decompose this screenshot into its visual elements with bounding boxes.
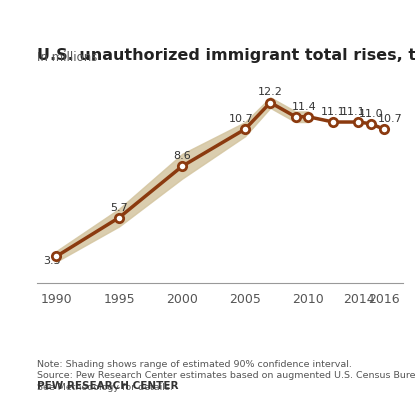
- Text: In millions: In millions: [37, 51, 98, 64]
- Text: 8.6: 8.6: [173, 151, 191, 161]
- Text: Note: Shading shows range of estimated 90% confidence interval.
Source: Pew Rese: Note: Shading shows range of estimated 9…: [37, 360, 415, 393]
- Text: PEW RESEARCH CENTER: PEW RESEARCH CENTER: [37, 381, 179, 391]
- Text: 3.5: 3.5: [44, 256, 61, 266]
- Text: 10.7: 10.7: [378, 114, 402, 124]
- Text: 11.1: 11.1: [321, 107, 346, 117]
- Text: 5.7: 5.7: [110, 202, 128, 213]
- Text: 10.7: 10.7: [229, 114, 254, 124]
- Text: 12.2: 12.2: [258, 87, 283, 97]
- Text: 11.4: 11.4: [292, 102, 317, 112]
- Text: 11.0: 11.0: [359, 109, 383, 119]
- Text: 11.1: 11.1: [341, 107, 366, 117]
- Text: U.S. unauthorized immigrant total rises, then falls: U.S. unauthorized immigrant total rises,…: [37, 48, 415, 62]
